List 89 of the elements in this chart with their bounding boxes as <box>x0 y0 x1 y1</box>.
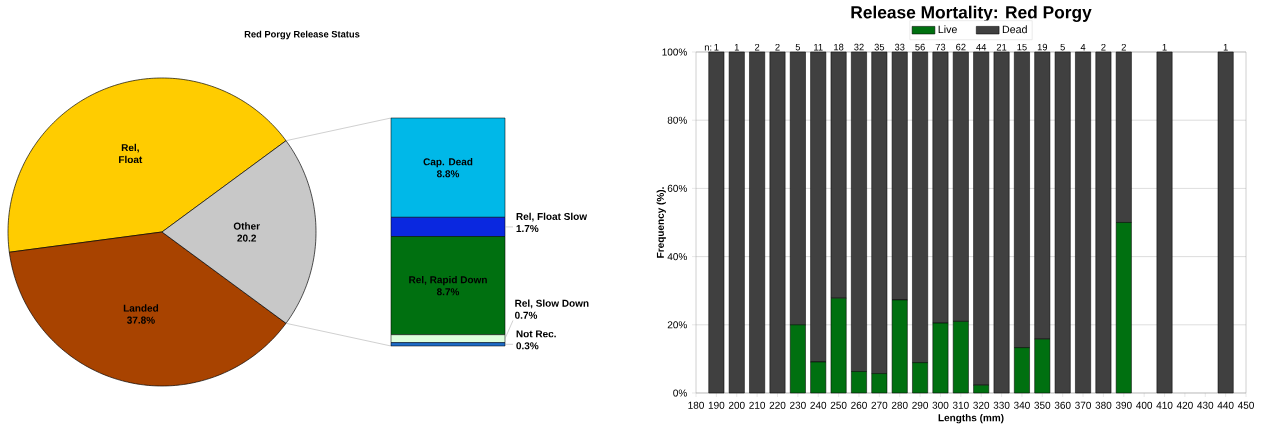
text: Rel, Slow Down <box>515 299 589 309</box>
slice-label: Other <box>233 222 260 230</box>
x-tick-label: 420 <box>1176 401 1193 409</box>
y-tick-label: 60% <box>667 184 687 192</box>
annotation: 15 <box>1017 43 1027 51</box>
x-tick-label: 210 <box>749 401 766 409</box>
annotation: 44 <box>976 43 987 51</box>
data-label: 0.7% <box>515 311 538 319</box>
annotation: 2 <box>1101 43 1106 51</box>
x-tick-label: 290 <box>912 401 929 409</box>
data-label: 0.3% <box>516 342 539 350</box>
y-tick-label: 100% <box>662 48 687 56</box>
y-tick-label: 20% <box>667 321 687 329</box>
slice-label: Rel, Float <box>119 143 143 164</box>
x-tick-label: 310 <box>952 401 969 409</box>
bar <box>1075 51 1091 394</box>
x-tick-label: 200 <box>728 401 745 409</box>
annotation: 33 <box>894 43 905 51</box>
x-tick-label: 410 <box>1156 401 1173 409</box>
y-tick-label: 80% <box>667 116 687 124</box>
chart-title: Red Porgy Release Status <box>244 30 360 40</box>
series-label: Not Rec. <box>516 330 556 338</box>
bar <box>708 51 725 394</box>
data-label: 1.7% <box>516 224 539 232</box>
x-tick-label: 190 <box>708 401 725 409</box>
x-tick-label: 340 <box>1013 401 1030 409</box>
series-label: Rel, Rapid Down <box>409 275 487 286</box>
bar <box>1054 51 1071 394</box>
x-tick-label: 360 <box>1054 401 1071 409</box>
x-tick-label: 180 <box>688 401 704 409</box>
x-tick-label: 450 <box>1237 401 1254 409</box>
x-tick-label: 370 <box>1075 401 1091 409</box>
bar <box>749 51 766 394</box>
series-label: Rel, Float Slow <box>516 212 588 222</box>
x-tick-label: 240 <box>810 401 827 409</box>
x-tick-label: 270 <box>871 401 888 409</box>
annotation: 1 <box>714 43 719 51</box>
x-tick-label: 440 <box>1217 401 1234 409</box>
annotation: 2 <box>754 43 760 51</box>
text: n: <box>704 45 712 51</box>
annotation: 4 <box>1080 43 1086 51</box>
annotation: 73 <box>935 43 946 51</box>
bar <box>1217 51 1234 394</box>
annotation: 1 <box>1223 43 1228 51</box>
bar <box>769 51 786 394</box>
bar <box>1095 51 1112 394</box>
data-label: 8.8% <box>436 170 460 178</box>
x-tick-label: 430 <box>1197 401 1214 409</box>
x-tick-label: 260 <box>851 401 867 409</box>
bar <box>728 51 745 394</box>
bar <box>993 51 1010 394</box>
x-tick-label: 280 <box>891 401 908 409</box>
annotation: 1 <box>1162 43 1167 51</box>
annotation: 21 <box>996 43 1007 51</box>
annotation: 2 <box>775 43 780 51</box>
x-tick-label: 320 <box>973 401 990 409</box>
annotation: 56 <box>915 43 925 51</box>
x-tick-label: 330 <box>993 401 1010 409</box>
annotation: 1 <box>734 43 739 51</box>
y-tick-label: 40% <box>667 253 687 261</box>
x-tick-label: 230 <box>790 401 806 409</box>
x-tick-label: 400 <box>1136 401 1153 409</box>
x-tick-label: 250 <box>830 401 847 409</box>
data-label: 8.7% <box>436 288 460 296</box>
annotation: 19 <box>1037 43 1048 51</box>
slice-label: Landed <box>123 304 159 312</box>
chart-title: Release Mortality: Red Porgy <box>851 5 1092 22</box>
data-label: 37.8% <box>126 316 155 324</box>
y-axis-title: Frequency (%). <box>656 187 666 258</box>
annotation: 2 <box>1121 43 1126 51</box>
x-tick-label: 390 <box>1115 401 1132 409</box>
data-label: 20.2 <box>237 234 257 242</box>
series-label: Cap. Dead <box>423 158 473 168</box>
bar <box>1156 51 1173 394</box>
x-tick-label: 350 <box>1034 401 1051 409</box>
x-tick-label: 220 <box>769 401 786 409</box>
legend-label: Dead <box>1002 25 1027 34</box>
x-tick-label: 380 <box>1095 401 1112 409</box>
annotation: 18 <box>834 43 844 51</box>
annotation: 35 <box>874 43 885 51</box>
x-axis-title: Lengths (mm) <box>938 413 1004 424</box>
legend-label: Live <box>938 25 957 34</box>
y-tick-label: 0% <box>673 389 687 397</box>
annotation: 32 <box>854 43 864 51</box>
annotation: 62 <box>956 43 966 51</box>
x-tick-label: 300 <box>932 401 949 409</box>
annotation: 11 <box>814 43 823 51</box>
annotation: 5 <box>1060 43 1065 51</box>
annotation: 5 <box>795 43 801 51</box>
